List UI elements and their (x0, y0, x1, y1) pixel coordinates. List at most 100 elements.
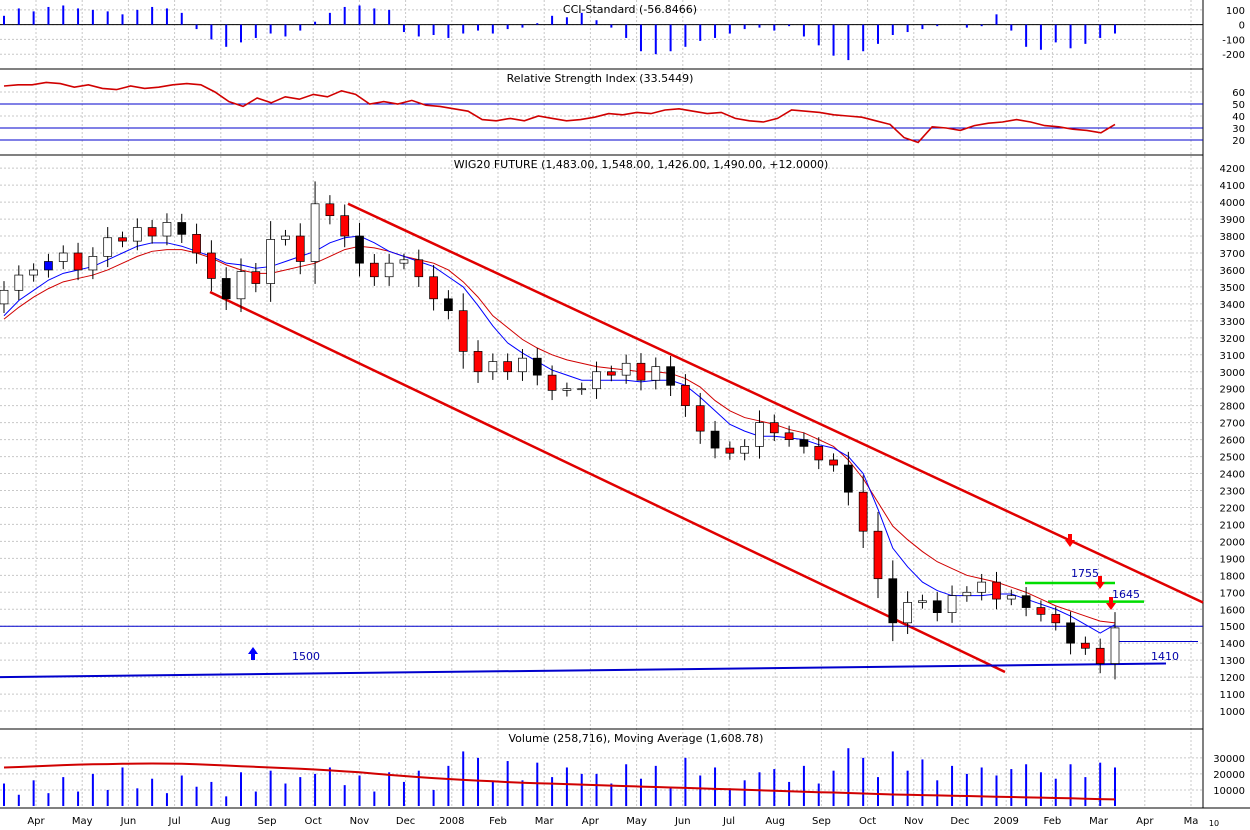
candle-body (1021, 595, 1031, 608)
month-tick-label: Jun (120, 816, 137, 827)
candle-body (769, 422, 779, 434)
month-tick-label: Jun (674, 816, 691, 827)
up-arrow-icon (248, 647, 258, 660)
price-tick-label: 2300 (1220, 487, 1245, 498)
candle-body (1051, 613, 1061, 624)
cci-tick-label: 0 (1239, 21, 1245, 32)
price-title: WIG20 FUTURE (1,483.00, 1,548.00, 1,426.… (454, 158, 829, 171)
candle-body (606, 371, 616, 376)
volume-tick-label: 20000 (1213, 770, 1245, 781)
label-1755: 1755 (1071, 567, 1099, 580)
volume-tick-label: 10000 (1213, 786, 1245, 797)
candle-body (888, 578, 898, 624)
month-tick-label: Aug (211, 816, 231, 827)
down-arrow-icon (1065, 534, 1075, 547)
label-1500: 1500 (292, 650, 320, 663)
price-tick-label: 2100 (1220, 520, 1245, 531)
month-tick-label: Oct (859, 816, 876, 827)
price-ma-long (3, 245, 1116, 624)
price-tick-label: 2800 (1220, 402, 1245, 413)
price-tick-label: 4200 (1220, 164, 1245, 175)
candle-body (488, 361, 498, 373)
candle-body (903, 602, 912, 624)
candle-body (621, 362, 631, 376)
candle-body (977, 581, 987, 593)
price-tick-label: 1600 (1220, 605, 1245, 616)
candle-body (547, 374, 557, 391)
candle-body (177, 222, 187, 235)
price-tick-label: 1000 (1220, 707, 1245, 718)
candle-body (1036, 607, 1046, 615)
candle-body (695, 405, 705, 432)
candle-body (295, 235, 305, 262)
candle-body (873, 530, 883, 580)
corner-label: 10 (1209, 819, 1219, 828)
price-tick-label: 3600 (1220, 266, 1245, 277)
candle-body (1110, 627, 1120, 664)
price-tick-label: 1300 (1220, 656, 1245, 667)
candle-body (947, 595, 957, 613)
cci-title: CCI-Standard (-56.8466) (563, 3, 697, 16)
candle-body (932, 600, 942, 613)
candle-body (532, 357, 542, 376)
candle-body (636, 362, 646, 381)
price-tick-label: 3100 (1220, 351, 1245, 362)
candle-body (399, 259, 409, 264)
candle-body (681, 384, 690, 407)
candle-body (918, 600, 927, 603)
month-tick-label: Apr (1136, 816, 1154, 827)
long-support-line (0, 662, 1167, 679)
month-tick-label: Feb (1044, 816, 1062, 827)
candle-body (562, 388, 572, 391)
label-1645: 1645 (1112, 588, 1140, 601)
rsi-line (3, 81, 1116, 144)
lower-channel-line (209, 290, 1006, 674)
candle-body (755, 422, 764, 447)
month-tick-label: May (72, 816, 93, 827)
month-tick-label: Dec (396, 816, 415, 827)
candle-body (325, 203, 335, 217)
axes: Apr May Jun Jul Aug Sep Oct Nov Dec 2008 Feb Mar Apr… (27, 6, 1245, 827)
candle-body (14, 274, 24, 291)
candle-body (844, 464, 853, 493)
volume-panel (3, 748, 1116, 806)
candle-body (251, 271, 261, 284)
price-tick-label: 3200 (1220, 334, 1245, 345)
candle-body (577, 388, 587, 391)
rsi-panel (0, 81, 1203, 144)
month-tick-label: Feb (489, 816, 507, 827)
candle-body (1006, 595, 1016, 600)
price-tick-label: 2200 (1220, 503, 1245, 514)
price-tick-label: 1400 (1220, 639, 1245, 650)
month-tick-label: Apr (27, 816, 45, 827)
candle-body (814, 446, 824, 461)
candle-body (58, 252, 68, 262)
month-tick-label: Dec (950, 816, 969, 827)
cci-tick-label: -100 (1222, 35, 1245, 46)
volume-ma-line (3, 762, 1116, 801)
price-tick-label: 1900 (1220, 554, 1245, 565)
candle-body (858, 491, 868, 532)
month-tick-label: Aug (765, 816, 785, 827)
month-tick-label: Mar (1089, 816, 1109, 827)
price-tick-label: 3400 (1220, 300, 1245, 311)
candle-body (740, 446, 750, 454)
rsi-tick-label: 50 (1232, 100, 1245, 111)
price-tick-label: 1200 (1220, 673, 1245, 684)
volume-tick-label: 30000 (1213, 754, 1245, 765)
month-tick-label: Mar (535, 816, 555, 827)
candle-body (1066, 622, 1075, 644)
candle-body (503, 361, 513, 373)
candle-body (147, 227, 157, 237)
price-tick-label: 4100 (1220, 181, 1245, 192)
candle-body (962, 591, 972, 597)
month-tick-label: 2009 (993, 816, 1018, 827)
price-tick-label: 3000 (1220, 368, 1245, 379)
price-tick-label: 3800 (1220, 232, 1245, 243)
month-tick-label: Nov (904, 816, 924, 827)
price-tick-label: 1100 (1220, 690, 1245, 701)
candle-body (518, 357, 527, 373)
price-tick-label: 2000 (1220, 537, 1245, 548)
rsi-tick-label: 40 (1232, 112, 1245, 123)
candle-body (221, 278, 231, 300)
